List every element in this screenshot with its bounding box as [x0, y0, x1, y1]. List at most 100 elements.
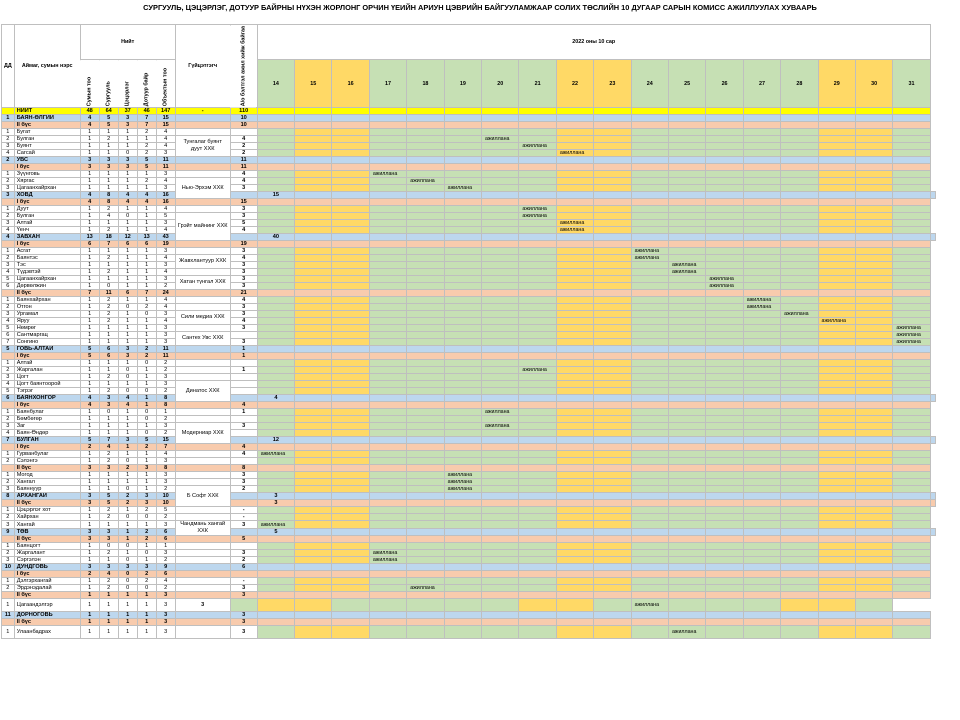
- count-cell: 8: [155, 464, 176, 473]
- count-cell: 1: [98, 478, 119, 487]
- row-name: Баянбулаг: [13, 408, 81, 417]
- day-cell: [630, 149, 669, 158]
- count-cell: 1: [117, 618, 138, 627]
- day-cell: [294, 415, 333, 424]
- day-cell: [406, 170, 445, 179]
- contractor-cell: [174, 625, 231, 640]
- day-cell: [742, 380, 782, 389]
- day-cell: [555, 177, 595, 186]
- day-header: 26: [705, 59, 744, 109]
- row-number: 3: [1, 373, 15, 382]
- day-cell: [892, 296, 931, 305]
- count-cell: 1: [136, 542, 157, 551]
- day-cell: [256, 184, 296, 193]
- row-number: 1: [1, 170, 15, 179]
- ready-count: 4: [256, 394, 296, 403]
- day-cell: [555, 170, 595, 179]
- day-cell: [518, 535, 557, 544]
- row-number: 2: [1, 478, 15, 487]
- count-cell: 16: [155, 198, 176, 207]
- day-cell: [406, 289, 445, 298]
- day-cell: [742, 471, 782, 480]
- day-cell: [481, 542, 520, 551]
- day-cell: [555, 436, 595, 445]
- day-cell: [294, 394, 333, 403]
- day-cell: [892, 191, 931, 200]
- count-cell: 24: [155, 289, 176, 298]
- day-cell: [892, 366, 931, 375]
- count-cell: 1: [79, 408, 100, 417]
- day-cell: [742, 107, 782, 116]
- day-cell: [892, 436, 931, 445]
- day-cell: [892, 618, 931, 627]
- day-cell: ажиллана: [892, 331, 931, 340]
- day-cell: [256, 415, 296, 424]
- count-cell: 1: [136, 282, 157, 291]
- day-cell: [742, 149, 782, 158]
- day-cell: [630, 135, 669, 144]
- ready-count: 5: [256, 527, 296, 537]
- day-cell: [406, 268, 445, 277]
- row-name: ДУНДГОВЬ: [13, 563, 81, 572]
- day-cell: [368, 324, 408, 333]
- contractor-cell: [174, 556, 231, 565]
- day-cell: [368, 408, 408, 417]
- total-group-header: Нийт: [79, 23, 176, 61]
- day-cell: ажиллана: [368, 549, 408, 558]
- day-cell: [705, 254, 744, 263]
- row-number: 1: [1, 205, 15, 214]
- ready-header: А/о бэлтгэл ажил хийж байгаа: [230, 24, 258, 108]
- ready-count: [229, 387, 258, 396]
- day-cell: [294, 436, 333, 445]
- day-cell: [518, 177, 557, 186]
- row-name: Буянт: [13, 142, 81, 151]
- day-header: 31: [892, 59, 931, 109]
- count-cell: 1: [117, 219, 138, 228]
- count-cell: 1: [98, 591, 119, 600]
- day-cell: [705, 177, 744, 186]
- day-cell: [780, 436, 819, 445]
- row-number: 2: [1, 156, 15, 165]
- day-cell: [406, 219, 445, 228]
- day-cell: [294, 156, 333, 165]
- day-cell: [331, 436, 370, 445]
- day-cell: [817, 394, 856, 403]
- count-cell: 1: [98, 625, 119, 640]
- table-row: 1 Цагаандэлгэр 1 1 1 1 3 3 ажиллана: [1, 598, 936, 613]
- day-cell: [705, 401, 744, 410]
- day-cell: [854, 191, 894, 200]
- day-cell: [294, 485, 333, 494]
- day-cell: [406, 142, 445, 151]
- day-cell: [630, 527, 669, 537]
- day-cell: [705, 233, 744, 242]
- row-number: 4: [1, 317, 15, 326]
- count-cell: 2: [155, 282, 176, 291]
- day-cell: [481, 366, 520, 375]
- day-cell: [368, 282, 408, 291]
- day-cell: [780, 352, 819, 361]
- day-cell: [742, 408, 782, 417]
- table-row: 1 Бугат 1 1 1 2 4: [1, 128, 936, 137]
- count-cell: 6: [155, 527, 176, 537]
- day-cell: [667, 520, 707, 529]
- day-cell: [667, 591, 707, 600]
- day-cell: [817, 352, 856, 361]
- count-cell: 1: [79, 135, 100, 144]
- contractor-cell: [174, 345, 231, 354]
- day-cell: [294, 618, 333, 627]
- day-cell: [667, 163, 707, 172]
- day-cell: [817, 212, 856, 221]
- day-cell: [406, 535, 445, 544]
- day-cell: [854, 366, 894, 375]
- zone-row: I бүс 5 6 3 2 11 1: [1, 352, 936, 361]
- table-row: 3 Алтай 1 1 1 1 3 5 ажиллана: [1, 219, 936, 228]
- day-header: 27: [742, 59, 782, 109]
- day-cell: [854, 170, 894, 179]
- count-cell: 1: [117, 611, 138, 620]
- day-cell: [555, 429, 595, 438]
- day-cell: [892, 450, 931, 459]
- day-cell: [443, 598, 483, 613]
- day-cell: [294, 254, 333, 263]
- day-cell: [892, 205, 931, 214]
- day-cell: [630, 128, 669, 137]
